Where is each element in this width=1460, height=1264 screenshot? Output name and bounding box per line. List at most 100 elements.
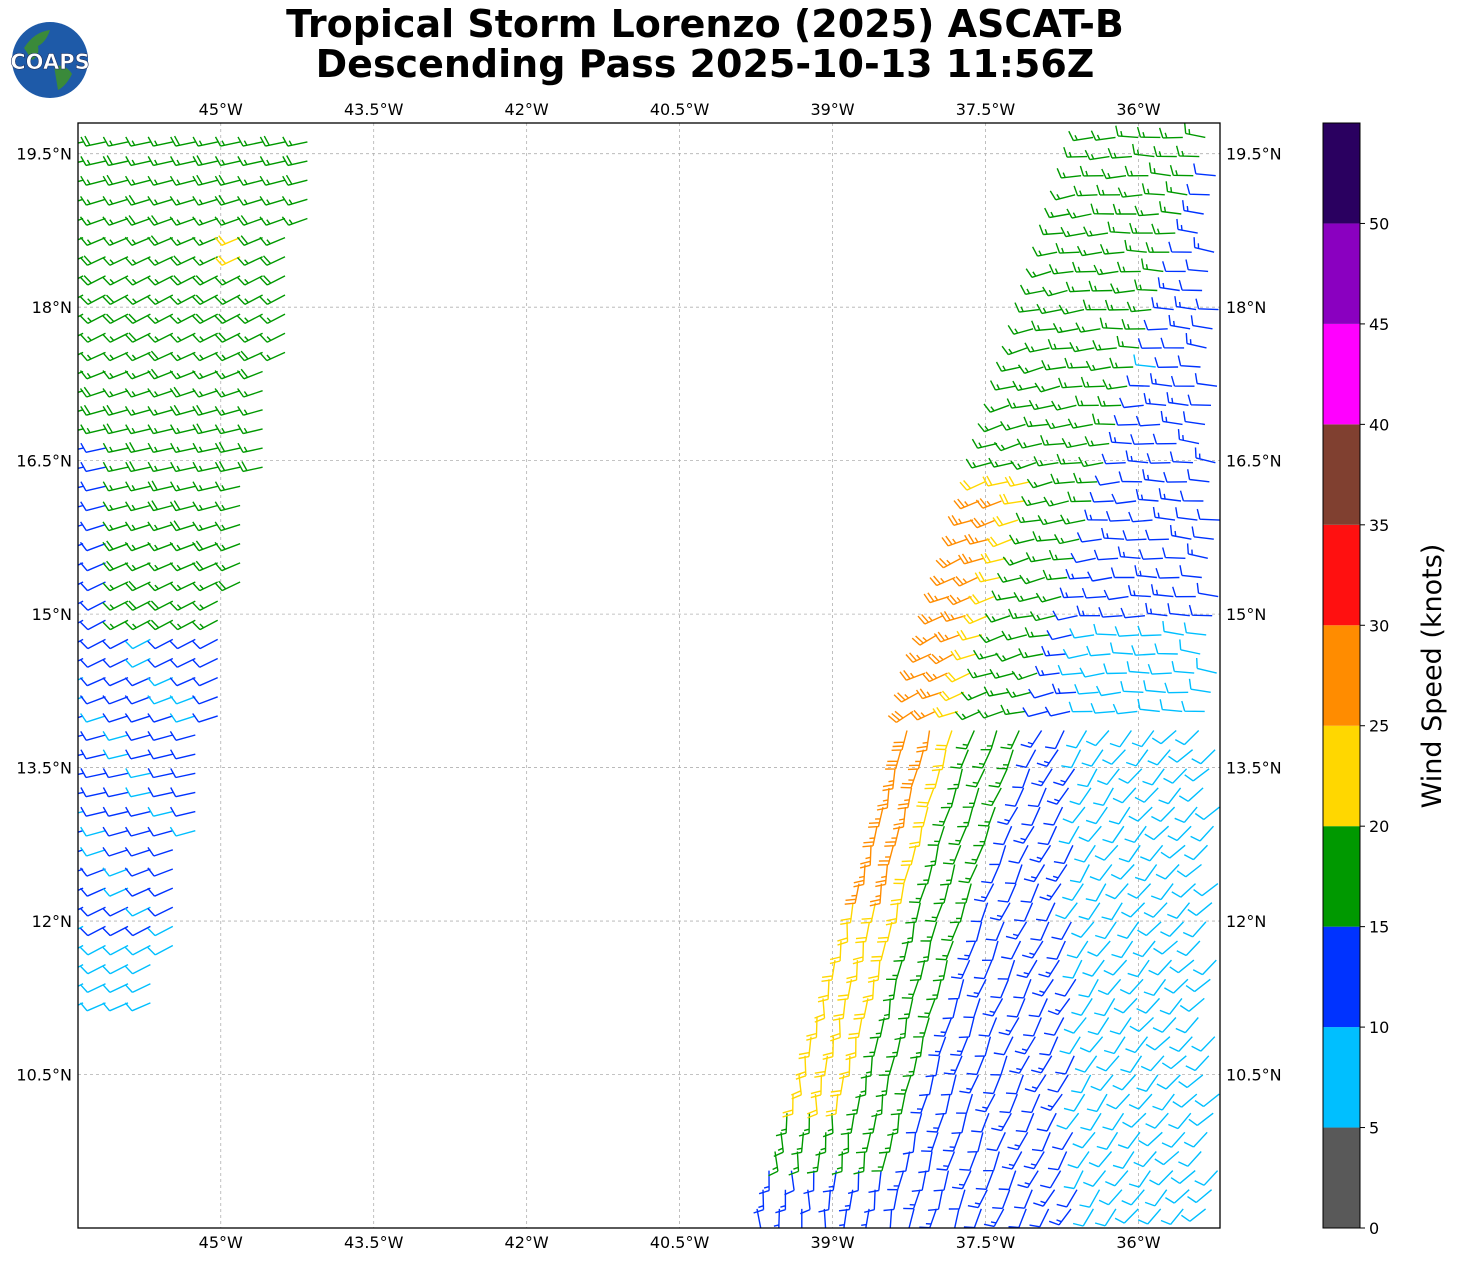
wind-barb [1093,549,1119,561]
wind-barb [79,887,106,897]
wind-barb [1151,297,1174,311]
wind-barb [214,174,241,186]
wind-barb [192,619,219,631]
wind-barb [1196,582,1219,598]
wind-barb [989,902,1011,921]
wind-barb [79,695,106,705]
wind-barb [1182,200,1204,215]
wind-barb [79,676,106,687]
wind-barb [859,845,872,869]
wind-barb [80,521,106,532]
wind-barb [125,501,151,512]
wind-barb [958,553,984,565]
wind-barbs [78,123,1220,1228]
wind-barb [1154,357,1179,368]
wind-barb [925,1055,941,1078]
wind-barb [1066,730,1088,749]
wind-barb [871,1151,888,1172]
wind-barb [1078,902,1101,921]
wind-barb [124,600,151,611]
wind-barb [967,1189,988,1209]
wind-barb [905,652,932,663]
wind-barb [1179,997,1205,1012]
wind-barb [147,619,174,631]
wind-barb [1031,246,1058,257]
wind-barb [79,581,106,592]
wind-barb [1090,130,1116,141]
wind-barb [1013,979,1032,999]
wind-barb [773,1227,775,1228]
lon-tick-label-top: 43.5°W [344,100,404,119]
wind-barb [950,1036,969,1056]
wind-barb [1178,787,1204,802]
wind-barb [814,1055,829,1078]
wind-barb [169,424,196,435]
wind-barb [1121,1189,1145,1206]
wind-barb [1179,565,1202,579]
wind-barb [1065,568,1090,580]
wind-barb [78,753,84,757]
wind-barb [1024,1074,1047,1093]
wind-barb [1014,1036,1036,1055]
wind-barb [775,1113,788,1137]
wind-barb [840,902,854,925]
wind-barb [1079,1189,1101,1208]
wind-barb [214,275,241,286]
wind-barb [1094,1208,1117,1227]
wind-barb [829,1017,841,1042]
wind-barb [236,235,263,246]
wind-barb [1130,434,1155,445]
wind-barb [192,136,218,147]
wind-barb [1040,435,1065,446]
wind-barb [1076,605,1101,617]
wind-barb [1059,587,1084,599]
wind-barb [147,424,173,435]
wind-barb [1170,375,1195,387]
wind-barb [1068,701,1093,713]
wind-barb [78,428,84,431]
wind-barb [971,1112,990,1133]
wind-barb [972,749,992,769]
wind-barb [1053,844,1074,865]
wind-barb [832,998,847,1021]
wind-barb [1122,530,1147,541]
wind-barb [846,1093,861,1116]
wind-barb [924,845,939,868]
wind-barb [214,461,241,473]
wind-barb [1186,183,1210,196]
wind-barb [1070,552,1096,564]
wind-barb [1032,531,1057,542]
wind-barb [989,380,1016,391]
wind-barb [806,1094,818,1119]
wind-barb [147,944,174,956]
wind-barb [1145,529,1169,541]
wind-barb [878,998,891,1022]
wind-barb [78,734,84,738]
wind-barb [1120,681,1144,693]
wind-barb [1072,1131,1096,1149]
wind-barb [169,404,196,416]
wind-barb [214,332,241,343]
wind-barb [169,196,196,206]
wind-barb [79,386,106,398]
lat-tick-label-left: 19.5°N [16,145,72,164]
wind-barb [1072,261,1097,273]
wind-barb [945,594,972,606]
wind-barb [981,940,999,961]
wind-barb [932,707,959,718]
wind-barb [983,686,1009,697]
wind-barb [102,867,129,877]
wind-barb [1048,549,1074,561]
wind-barb [969,517,996,529]
wind-barb [1113,414,1138,426]
wind-barb [1117,1131,1141,1149]
wind-barb [1116,261,1141,273]
wind-barb [78,830,84,833]
wind-barb [79,541,106,552]
wind-barb [80,196,106,206]
wind-barb [1099,244,1125,255]
wind-barb [1133,354,1156,368]
wind-barb [1178,279,1203,292]
wind-barb [910,1093,929,1114]
wind-barb [102,196,129,206]
